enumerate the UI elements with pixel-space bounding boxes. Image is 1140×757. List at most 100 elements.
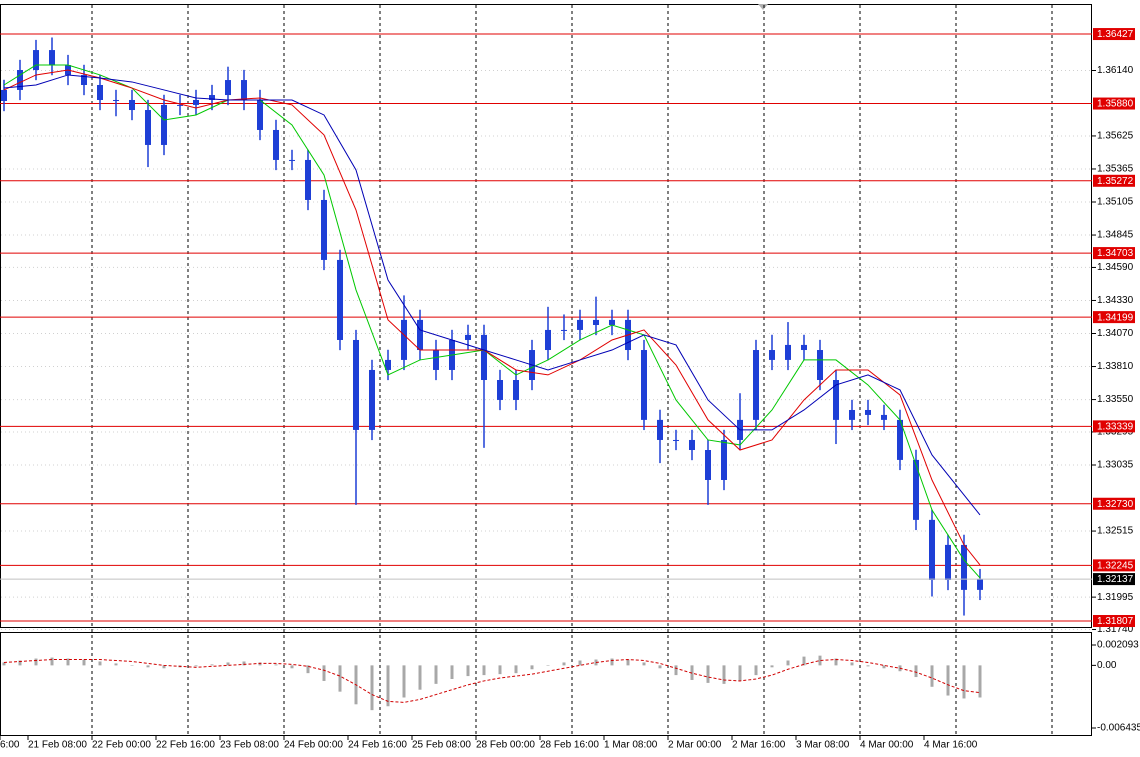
candle-body <box>881 414 887 420</box>
candle-body <box>561 329 567 331</box>
candle-body <box>689 439 695 451</box>
candle-body <box>337 259 343 340</box>
x-tick-label: 3 Mar 08:00 <box>796 740 850 751</box>
macd-bar <box>466 665 470 677</box>
x-tick-label: 22 Feb 16:00 <box>156 740 215 751</box>
y-tick-label: 1.34845 <box>1097 230 1134 241</box>
candle-body <box>849 409 855 420</box>
candle-body <box>833 380 839 420</box>
level-label: 1.33339 <box>1097 422 1134 433</box>
level-label-box <box>1093 420 1135 433</box>
macd-bar <box>802 656 806 666</box>
macd-bar <box>146 665 150 668</box>
candle-body <box>785 344 791 360</box>
shift-marker <box>758 4 768 10</box>
y-tick-label: 1.31995 <box>1097 592 1134 603</box>
moving-average <box>3 69 981 566</box>
candle-body <box>545 329 551 351</box>
level-label-box <box>1093 497 1135 510</box>
macd-bar <box>610 658 614 666</box>
macd-bar <box>18 660 22 666</box>
candle-body <box>353 339 359 430</box>
macd-bar <box>786 660 790 666</box>
x-tick-label: 28 Feb 00:00 <box>476 740 535 751</box>
macd-bar <box>562 662 566 666</box>
macd-bar <box>850 662 854 666</box>
y-tick-label: 1.35625 <box>1097 131 1134 142</box>
y-tick-label: 1.33035 <box>1097 460 1134 471</box>
candle-body <box>961 544 967 590</box>
candle-body <box>289 159 295 161</box>
macd-bar <box>34 658 38 666</box>
macd-bar <box>706 665 710 683</box>
macd-bar <box>306 665 310 674</box>
candle-body <box>385 359 391 370</box>
candle-body <box>97 84 103 100</box>
indicator-pane <box>0 632 1092 736</box>
x-tick-label: 22 Feb 00:00 <box>92 740 151 751</box>
candle-body <box>609 319 615 325</box>
price-pane <box>0 4 1092 628</box>
y-tick-label: 1.35105 <box>1097 197 1134 208</box>
x-tick-label: 4 Mar 16:00 <box>924 740 978 751</box>
candle-body <box>657 419 663 440</box>
macd-y-tick-label: 0.00 <box>1097 660 1117 671</box>
candle-body <box>897 419 903 460</box>
level-label: 1.32730 <box>1097 499 1134 510</box>
macd-bar <box>450 665 454 679</box>
candle-body <box>17 70 23 90</box>
candle-body <box>369 369 375 430</box>
candle-body <box>401 319 407 360</box>
candle-body <box>49 50 55 66</box>
y-tick-label: 1.34590 <box>1097 262 1134 273</box>
macd-signal <box>3 659 981 703</box>
candle-body <box>577 319 583 330</box>
candle-body <box>769 350 775 360</box>
x-tick-label: 21 Feb 08:00 <box>28 740 87 751</box>
macd-bar <box>722 665 726 684</box>
macd-y-tick-label: -0.006435 <box>1097 723 1140 734</box>
y-tick-label: 1.33810 <box>1097 361 1134 372</box>
macd-bar <box>226 662 230 666</box>
macd-bar <box>418 665 422 690</box>
candle-body <box>753 350 759 420</box>
macd-bar <box>930 665 934 687</box>
level-label: 1.35272 <box>1097 176 1134 187</box>
candle-body <box>913 459 919 520</box>
candle-body <box>721 439 727 480</box>
candle-body <box>929 519 935 580</box>
candle-body <box>273 129 279 160</box>
macd-bar <box>818 655 822 666</box>
candle-body <box>497 380 503 400</box>
macd-bar <box>130 665 134 666</box>
candle-body <box>177 104 183 106</box>
y-tick-label: 1.34070 <box>1097 328 1134 339</box>
moving-average <box>3 64 981 579</box>
candle-body <box>945 544 951 580</box>
candle-body <box>865 409 871 415</box>
macd-bar <box>194 665 198 667</box>
y-tick-label: 1.31740 <box>1097 624 1134 635</box>
macd-bar <box>290 665 294 669</box>
macd-bar <box>866 665 870 667</box>
candle-body <box>801 344 807 351</box>
macd-bar <box>530 665 534 670</box>
candle-body <box>145 110 151 145</box>
candle-body <box>209 95 215 100</box>
macd-bar <box>626 659 630 666</box>
candle-body <box>673 439 679 441</box>
x-tick-label: 24 Feb 16:00 <box>348 740 407 751</box>
macd-bar <box>546 665 550 666</box>
candle-body <box>161 104 167 145</box>
level-label: 1.31807 <box>1097 616 1134 627</box>
x-tick-label: 28 Feb 16:00 <box>540 740 599 751</box>
candle-body <box>129 99 135 111</box>
level-label: 1.34199 <box>1097 312 1134 323</box>
macd-bar <box>66 658 70 666</box>
level-label: 1.35880 <box>1097 99 1134 110</box>
candle-body <box>241 80 247 100</box>
macd-bar <box>338 665 342 692</box>
macd-bar <box>674 665 678 676</box>
candle-body <box>817 350 823 381</box>
